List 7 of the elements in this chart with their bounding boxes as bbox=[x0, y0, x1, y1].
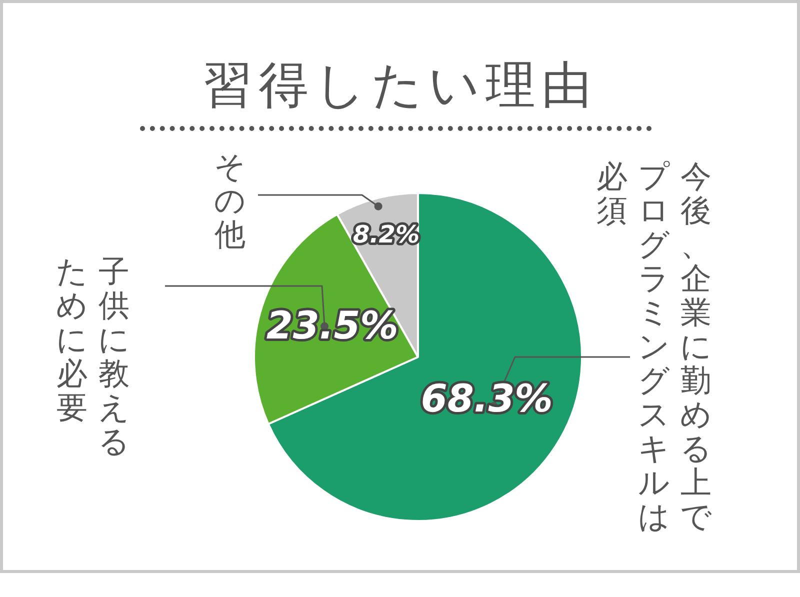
category-label: 今後、企業に勤める上でプログラミングスキルは必須 bbox=[596, 159, 712, 535]
data-label: 68.3% bbox=[420, 376, 553, 420]
category-label: 子供に教えるために必要 bbox=[56, 254, 130, 460]
slice-label: その他 bbox=[214, 149, 246, 253]
chart-title: 習得したい理由 bbox=[202, 55, 598, 116]
data-label: 23.5% bbox=[266, 304, 398, 348]
data-label: 8.2% bbox=[352, 220, 420, 249]
